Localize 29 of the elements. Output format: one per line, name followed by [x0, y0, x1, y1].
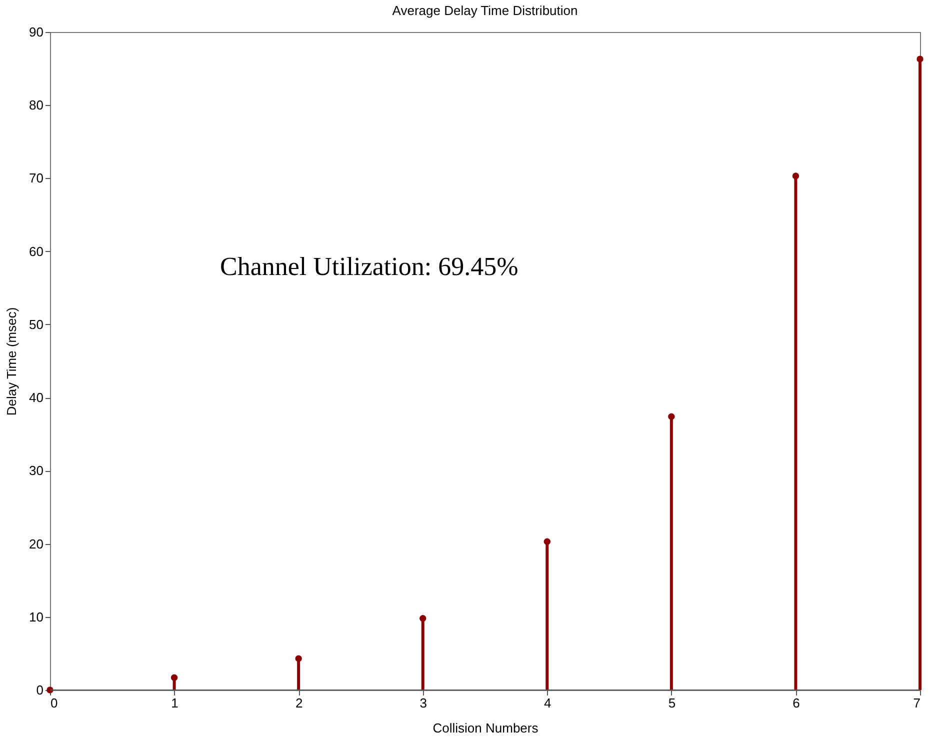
point: [916, 56, 924, 62]
y-axis-title: Delay Time (msec): [4, 307, 20, 416]
x-tick-label: 2: [295, 696, 303, 710]
point: [420, 615, 426, 622]
x-tick-label: 1: [171, 696, 178, 710]
y-tick-label: 90: [29, 24, 44, 40]
x-tick-label: 4: [544, 696, 552, 710]
point: [295, 655, 302, 662]
y-tick-label: 30: [29, 463, 44, 478]
y-tick-label: 0: [36, 682, 44, 698]
y-tick-label: 40: [29, 390, 44, 406]
y-tick-label: 20: [29, 536, 44, 552]
annotation: Channel Utilization: 69.45%: [220, 252, 518, 281]
point: [792, 172, 800, 180]
chart-title: Average Delay Time Distribution: [392, 3, 578, 18]
y-tick-label: 70: [29, 170, 44, 186]
x-tick-label: 5: [668, 696, 676, 710]
x-tick-label: 6: [792, 696, 800, 710]
y-tick-label: 50: [29, 316, 44, 332]
y-tick-label: 10: [29, 609, 44, 624]
y-tick-label: 80: [29, 98, 44, 113]
y-tick-label: 60: [29, 244, 44, 259]
x-tick-label: 7: [913, 696, 920, 710]
point: [170, 674, 178, 681]
x-axis-title: Collision Numbers: [432, 720, 539, 736]
x-tick-label: 3: [420, 696, 427, 710]
point: [668, 413, 675, 420]
point: [544, 538, 550, 545]
x-tick-label: 0: [50, 696, 58, 710]
